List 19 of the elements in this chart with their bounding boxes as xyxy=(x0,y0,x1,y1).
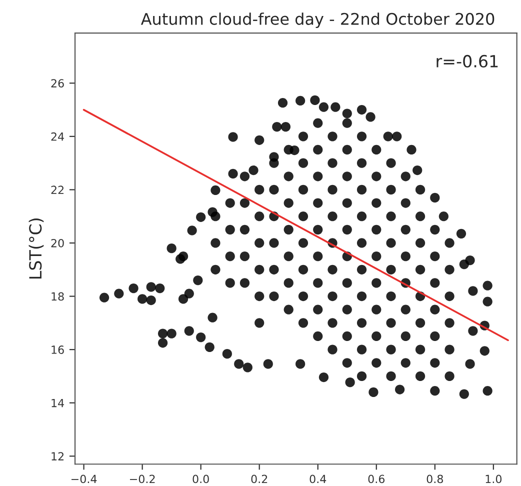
y-tick-label: 14 xyxy=(52,398,64,408)
y-tick-label: 12 xyxy=(52,452,64,460)
x-tick-label: −0.2 xyxy=(130,474,155,484)
chart-title: Autumn cloud-free day - 22nd October 2020 xyxy=(140,12,494,28)
annotation: r=-0.61 xyxy=(436,54,498,68)
y-tick-label: 16 xyxy=(52,346,64,354)
x-tick-label: −0.4 xyxy=(71,474,97,484)
x-tick-label: 0.4 xyxy=(310,474,326,484)
x-tick-label: 0.6 xyxy=(368,474,385,484)
y-tick-label: 22 xyxy=(51,186,64,194)
x-tick-label: 0.8 xyxy=(426,474,443,484)
x-tick-label: 0.0 xyxy=(192,474,209,484)
y-tick-label: 24 xyxy=(51,132,64,141)
y-tick-label: 26 xyxy=(51,79,64,88)
y-axis-title: LST(°C) xyxy=(28,218,44,278)
y-tick-label: 20 xyxy=(51,238,64,248)
y-tick-label: 18 xyxy=(52,292,64,301)
x-tick-label: 1.0 xyxy=(486,474,502,484)
x-tick-label: 0.2 xyxy=(251,474,268,484)
